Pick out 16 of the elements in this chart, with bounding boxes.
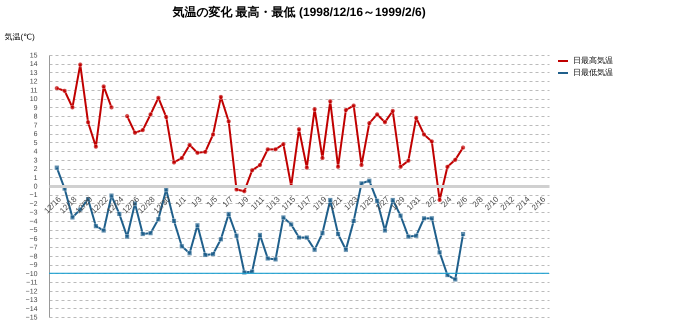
x-tick-label: 1/31 (404, 194, 423, 212)
x-tick-label: 2/4 (439, 194, 454, 210)
x-tick-label: 1/3 (189, 194, 204, 210)
x-tick-label: 2/6 (454, 194, 470, 210)
chart-title: 気温の変化 最高・最低 (1998/12/16～1999/2/6) (171, 5, 426, 19)
x-tick-label: 2/8 (470, 194, 486, 210)
x-tick-label: 1/1 (174, 194, 188, 210)
x-tick-label: 1/7 (220, 194, 236, 210)
x-tick-label: 1/21 (326, 194, 345, 212)
x-tick-label: 2/2 (424, 194, 438, 210)
x-tick-label: 1/5 (204, 194, 220, 210)
legend-label: 日最高気温 (573, 56, 613, 65)
x-tick-label: 1/9 (236, 194, 251, 210)
y-axis-title: 気温(℃) (4, 32, 36, 42)
x-tick-label: 1/11 (249, 194, 266, 212)
legend-label: 日最低気温 (573, 68, 613, 77)
